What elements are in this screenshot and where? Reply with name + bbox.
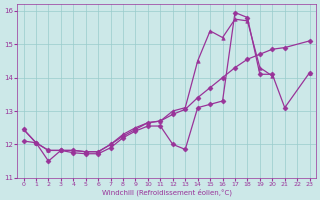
X-axis label: Windchill (Refroidissement éolien,°C): Windchill (Refroidissement éolien,°C) bbox=[101, 188, 232, 196]
